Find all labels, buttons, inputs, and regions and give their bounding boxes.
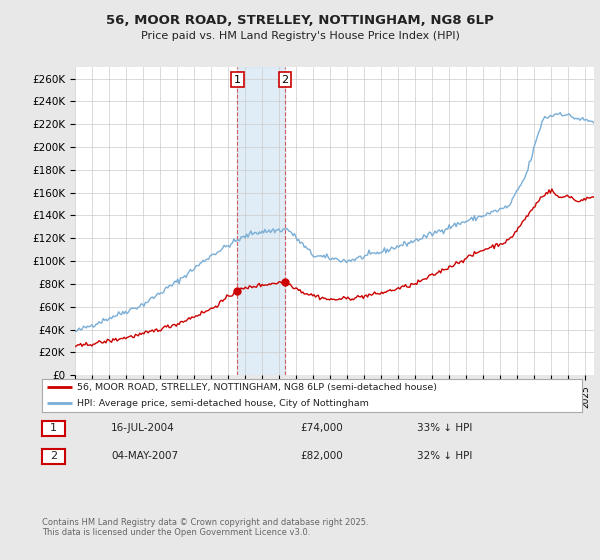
Text: HPI: Average price, semi-detached house, City of Nottingham: HPI: Average price, semi-detached house,… — [77, 399, 369, 408]
Text: Price paid vs. HM Land Registry's House Price Index (HPI): Price paid vs. HM Land Registry's House … — [140, 31, 460, 41]
Text: 16-JUL-2004: 16-JUL-2004 — [111, 423, 175, 433]
Text: 56, MOOR ROAD, STRELLEY, NOTTINGHAM, NG8 6LP: 56, MOOR ROAD, STRELLEY, NOTTINGHAM, NG8… — [106, 14, 494, 27]
Text: 2: 2 — [281, 74, 289, 85]
Text: Contains HM Land Registry data © Crown copyright and database right 2025.
This d: Contains HM Land Registry data © Crown c… — [42, 518, 368, 538]
Text: 33% ↓ HPI: 33% ↓ HPI — [417, 423, 472, 433]
Text: 32% ↓ HPI: 32% ↓ HPI — [417, 451, 472, 461]
Text: 2: 2 — [50, 451, 57, 461]
Text: £82,000: £82,000 — [300, 451, 343, 461]
Text: 1: 1 — [50, 423, 57, 433]
Bar — [238, 67, 285, 375]
Text: £74,000: £74,000 — [300, 423, 343, 433]
Text: 04-MAY-2007: 04-MAY-2007 — [111, 451, 178, 461]
Text: 56, MOOR ROAD, STRELLEY, NOTTINGHAM, NG8 6LP (semi-detached house): 56, MOOR ROAD, STRELLEY, NOTTINGHAM, NG8… — [77, 382, 437, 392]
Text: 1: 1 — [234, 74, 241, 85]
